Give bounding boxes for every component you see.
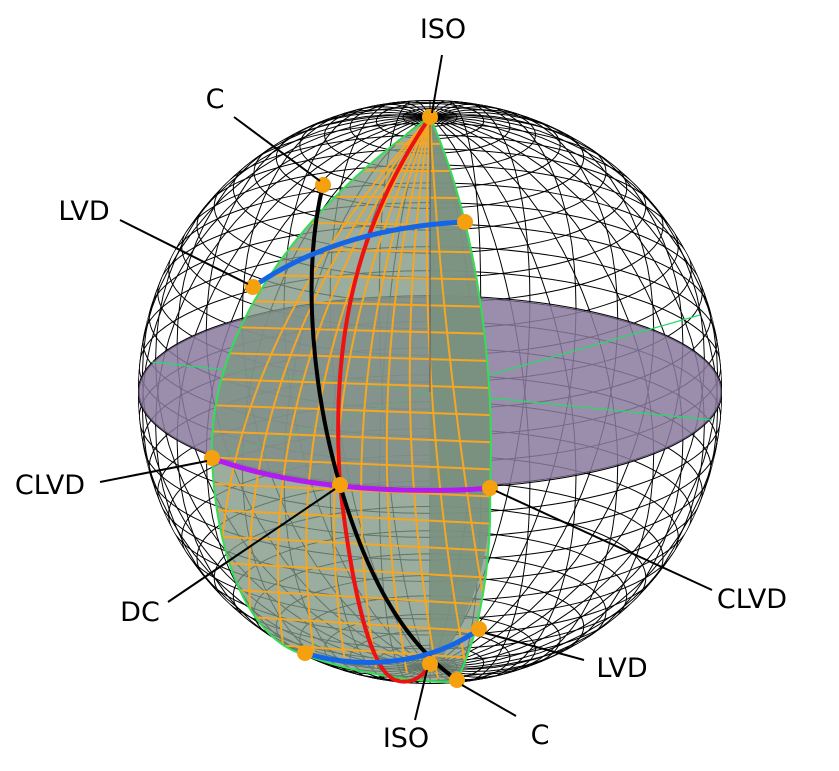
iso-curve (336, 115, 432, 684)
point-iso-bottom (422, 656, 438, 672)
point-c-bottom (449, 672, 465, 688)
point-clvd-left (204, 450, 220, 466)
leader-lines (99, 54, 713, 721)
lune-wedge (210, 115, 492, 684)
point-dc (332, 477, 348, 493)
label-iso-bottom: ISO (383, 723, 429, 754)
label-dc: DC (120, 597, 160, 628)
marker-points (204, 109, 498, 688)
lune-edge (210, 115, 492, 684)
point-lvd-top-left (245, 279, 261, 295)
label-c-top: C (206, 84, 225, 115)
clvd-curve (211, 455, 491, 493)
label-lvd-bottom: LVD (596, 653, 647, 684)
point-lvd-top-right (457, 214, 473, 230)
point-iso-top (422, 109, 438, 125)
lvd-curve-bottom (304, 626, 481, 665)
label-iso-top: ISO (420, 14, 466, 45)
label-clvd-left: CLVD (15, 470, 85, 501)
point-lvd-bottom-left (297, 645, 313, 661)
label-clvd-right: CLVD (717, 584, 787, 615)
point-clvd-right (482, 480, 498, 496)
lvd-curve-top (251, 219, 466, 290)
label-c-bottom: C (531, 720, 550, 751)
label-lvd-top: LVD (58, 196, 109, 227)
point-lvd-bottom-right (471, 621, 487, 637)
